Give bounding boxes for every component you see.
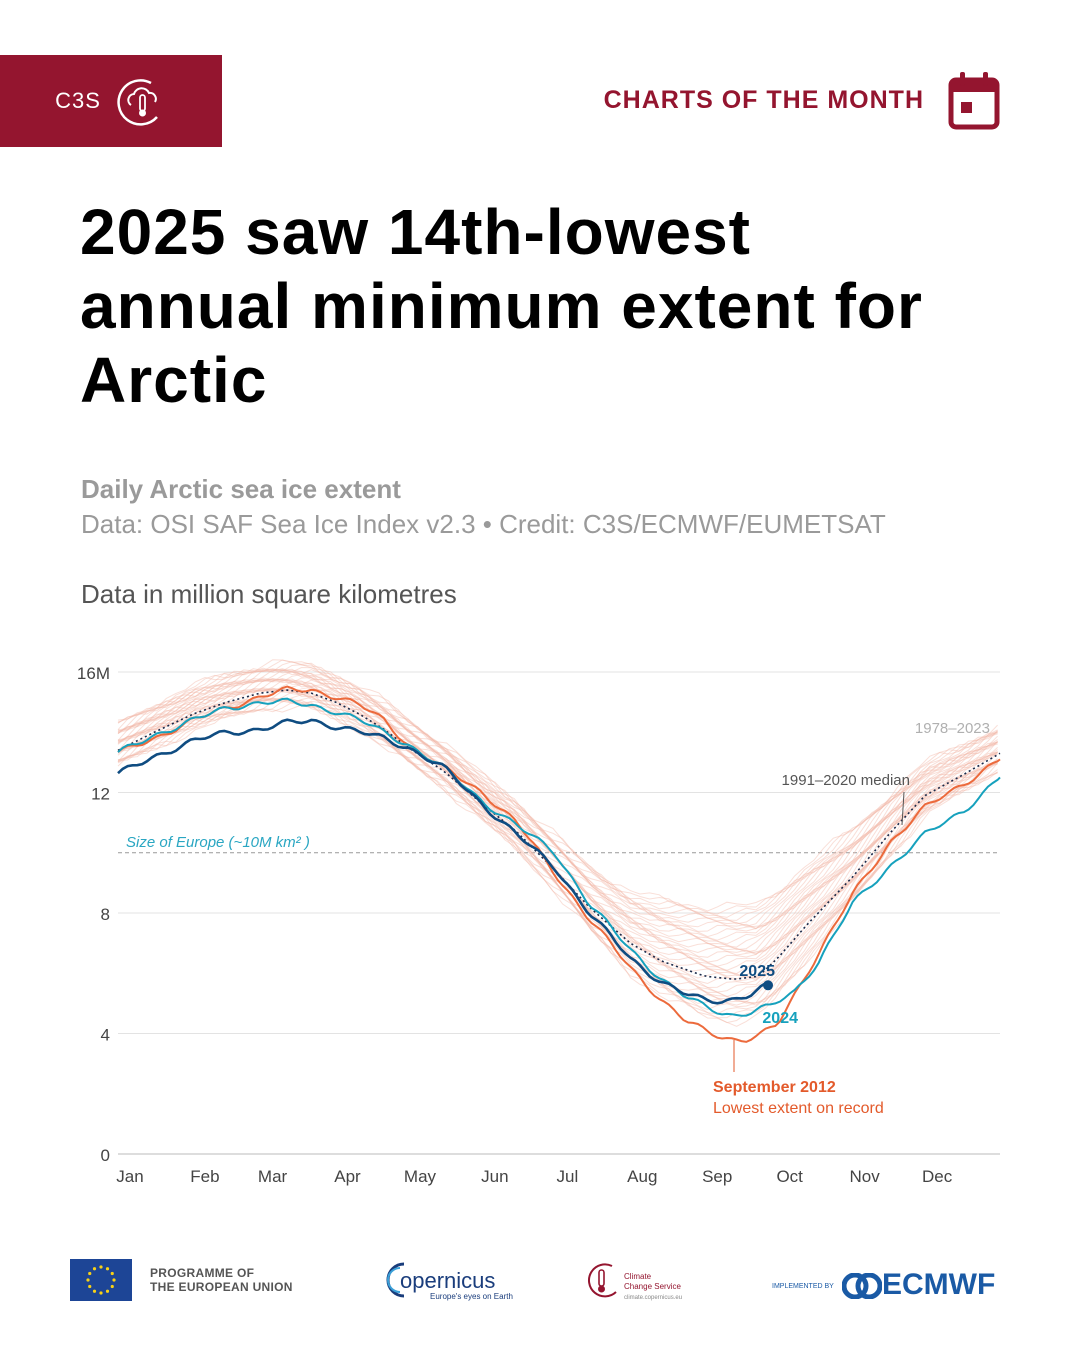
unit-note: Data in million square kilometres	[81, 579, 457, 609]
historical-year-line	[117, 683, 998, 975]
eu-star	[110, 1284, 114, 1289]
historical-year-line	[117, 661, 998, 918]
label-median: 1991–2020 median	[782, 772, 910, 789]
label-median-leader	[901, 791, 905, 826]
series-line-2024	[117, 697, 1001, 1017]
y-tick-label: 12	[91, 785, 110, 804]
historical-year-line	[117, 681, 998, 971]
chart-grid: 0 4 8 12 16M Jan Feb Mar Apr May Jun Jul Aug Sep Oct No…	[77, 664, 1000, 1186]
series-line-2012	[117, 685, 1001, 1043]
copernicus-tagline: Europe's eyes on Earth	[430, 1292, 513, 1301]
label-lowest-extent: Lowest extent on record	[713, 1100, 884, 1117]
x-tick-label: May	[404, 1167, 437, 1186]
eu-flag-icon	[70, 1259, 132, 1301]
copernicus-logo-icon	[386, 1262, 405, 1298]
eu-star	[92, 1289, 97, 1293]
x-tick-label: Apr	[334, 1167, 361, 1186]
brand-box: C3S	[0, 55, 222, 147]
charts-of-the-month-label: CHARTS OF THE MONTH	[603, 86, 924, 114]
eu-star	[88, 1284, 92, 1289]
historical-year-line	[117, 676, 998, 951]
x-tick-label: Feb	[190, 1167, 219, 1186]
cloud-thermometer-icon	[117, 79, 158, 126]
x-tick-label: Jul	[557, 1167, 579, 1186]
historical-year-line	[117, 668, 998, 927]
chart-labels: 1978–2023 1991–2020 median 2025 2024 Septemb…	[713, 720, 990, 1117]
c3s-footer-text: Climate Change Service	[624, 1272, 681, 1292]
c3s-line-1: Climate	[624, 1272, 652, 1281]
historical-year-line	[117, 694, 998, 1001]
data-source: Data: OSI SAF Sea Ice Index v2.3 • Credi…	[81, 509, 886, 539]
historical-year-line	[117, 697, 998, 1011]
calendar-icon	[948, 72, 1000, 130]
historical-year-line	[117, 659, 998, 915]
eu-star	[110, 1271, 114, 1276]
chart-subtitle: Daily Arctic sea ice extent	[81, 474, 401, 504]
x-tick-label: Mar	[258, 1167, 288, 1186]
ecmwf-logo-icon	[842, 1273, 882, 1299]
eu-star	[99, 1291, 103, 1295]
x-tick-label: Sep	[702, 1167, 732, 1186]
historical-year-line	[117, 664, 998, 921]
eu-star	[92, 1267, 97, 1271]
c3s-footer-logo-icon	[588, 1263, 617, 1298]
label-2024: 2024	[762, 1010, 798, 1027]
eu-line-1: PROGRAMME OF	[150, 1266, 255, 1280]
historical-year-line	[117, 677, 998, 954]
historical-year-line	[117, 669, 998, 938]
y-tick-label: 8	[101, 905, 110, 924]
label-2025: 2025	[739, 963, 775, 980]
eu-star	[86, 1278, 90, 1282]
brand-name: C3S	[55, 88, 101, 113]
historical-year-line	[117, 696, 998, 1003]
eu-star	[99, 1265, 103, 1269]
eu-programme-text: PROGRAMME OF THE EUROPEAN UNION	[150, 1266, 293, 1294]
x-tick-label: Oct	[776, 1167, 803, 1186]
implemented-by-text: IMPLEMENTED BY	[772, 1283, 834, 1290]
historical-year-line	[117, 671, 998, 945]
eu-star	[88, 1271, 92, 1276]
y-tick-label: 0	[101, 1146, 110, 1165]
c3s-url: climate.copernicus.eu	[624, 1295, 683, 1301]
historical-year-line	[117, 668, 998, 930]
historical-year-line	[117, 698, 998, 1015]
copernicus-name: opernicus	[400, 1268, 496, 1293]
historical-year-line	[117, 669, 998, 941]
eu-star	[105, 1289, 110, 1293]
y-tick-label: 4	[101, 1026, 110, 1045]
label-1978-2023: 1978–2023	[915, 720, 990, 737]
historical-year-line	[117, 678, 998, 953]
ecmwf-name: ECMWF	[882, 1268, 996, 1301]
x-tick-label: Nov	[849, 1167, 880, 1186]
x-tick-label: Jun	[481, 1167, 508, 1186]
x-tick-label: Jan	[116, 1167, 143, 1186]
eu-star	[112, 1278, 116, 1282]
x-tick-label: Aug	[627, 1167, 657, 1186]
historical-year-line	[117, 701, 998, 1024]
historical-year-line	[117, 668, 998, 932]
y-tick-label: 16M	[77, 664, 110, 683]
chart-series	[117, 685, 1001, 1043]
x-tick-label: Dec	[922, 1167, 953, 1186]
historical-year-line	[117, 666, 998, 925]
eu-line-2: THE EUROPEAN UNION	[150, 1280, 293, 1294]
reference-line-label: Size of Europe (~10M km² )	[126, 834, 310, 851]
eu-star	[105, 1267, 110, 1271]
historical-year-line	[117, 659, 998, 912]
historical-year-line	[117, 667, 998, 929]
historical-year-line	[117, 673, 998, 948]
series-line-2025	[117, 718, 769, 1005]
label-september-2012: September 2012	[713, 1079, 836, 1096]
sea-ice-chart: 0 4 8 12 16M Jan Feb Mar Apr May Jun Jul Aug Sep Oct No…	[77, 659, 1001, 1186]
c3s-line-2: Change Service	[624, 1282, 681, 1291]
series-2025-endpoint	[763, 980, 774, 991]
historical-year-line	[117, 679, 998, 967]
footer: PROGRAMME OF THE EUROPEAN UNION opernicu…	[0, 1250, 1080, 1320]
headline: 2025 saw 14th-lowest annual minimum exte…	[80, 196, 923, 416]
